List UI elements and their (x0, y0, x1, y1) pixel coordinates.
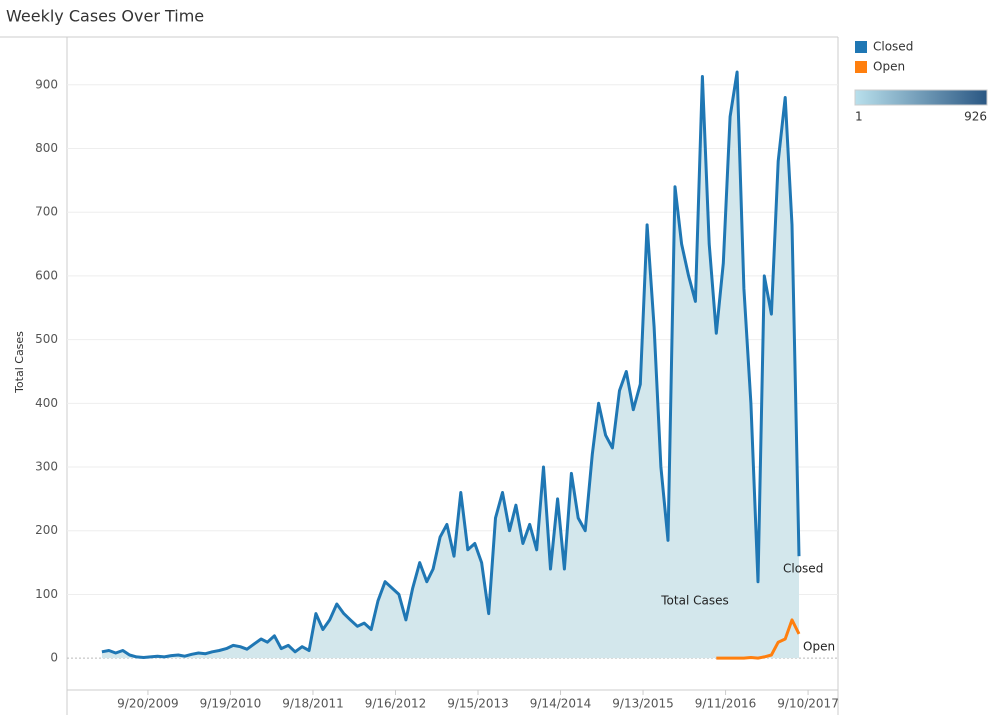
annotation: Closed (783, 562, 823, 576)
legend-swatch (855, 61, 867, 73)
series-line (101, 70, 801, 659)
y-tick-label: 800 (35, 141, 58, 155)
series-line (716, 618, 801, 660)
x-tick-label: 9/18/2011 (282, 697, 344, 711)
x-tick-label: 9/16/2012 (365, 697, 427, 711)
y-tick-label: 700 (35, 205, 58, 219)
x-tick-label: 9/20/2009 (117, 697, 179, 711)
legend-swatch (855, 41, 867, 53)
y-tick-label: 600 (35, 268, 58, 282)
x-tick-label: 9/11/2016 (695, 697, 757, 711)
x-tick-label: 9/13/2015 (612, 697, 674, 711)
y-tick-label: 0 (50, 651, 58, 665)
color-ramp (854, 89, 988, 106)
y-tick-label: 200 (35, 523, 58, 537)
annotation: Open (803, 640, 835, 654)
y-tick-label: 300 (35, 460, 58, 474)
legend-label: Open (873, 60, 905, 74)
y-tick-label: 900 (35, 77, 58, 91)
y-tick-label: 400 (35, 396, 58, 410)
area (101, 72, 800, 659)
annotation: Total Cases (660, 594, 728, 608)
color-legend-max: 926 (964, 110, 987, 124)
x-tick-label: 9/19/2010 (200, 697, 262, 711)
chart-title: Weekly Cases Over Time (6, 7, 204, 26)
y-tick-label: 100 (35, 587, 58, 601)
legend-label: Closed (873, 40, 913, 54)
x-tick-label: 9/10/2017 (777, 697, 839, 711)
y-axis-label: Total Cases (13, 331, 26, 394)
x-tick-label: 9/15/2013 (447, 697, 509, 711)
x-tick-label: 9/14/2014 (530, 697, 592, 711)
color-legend-min: 1 (855, 110, 863, 124)
y-tick-label: 500 (35, 332, 58, 346)
